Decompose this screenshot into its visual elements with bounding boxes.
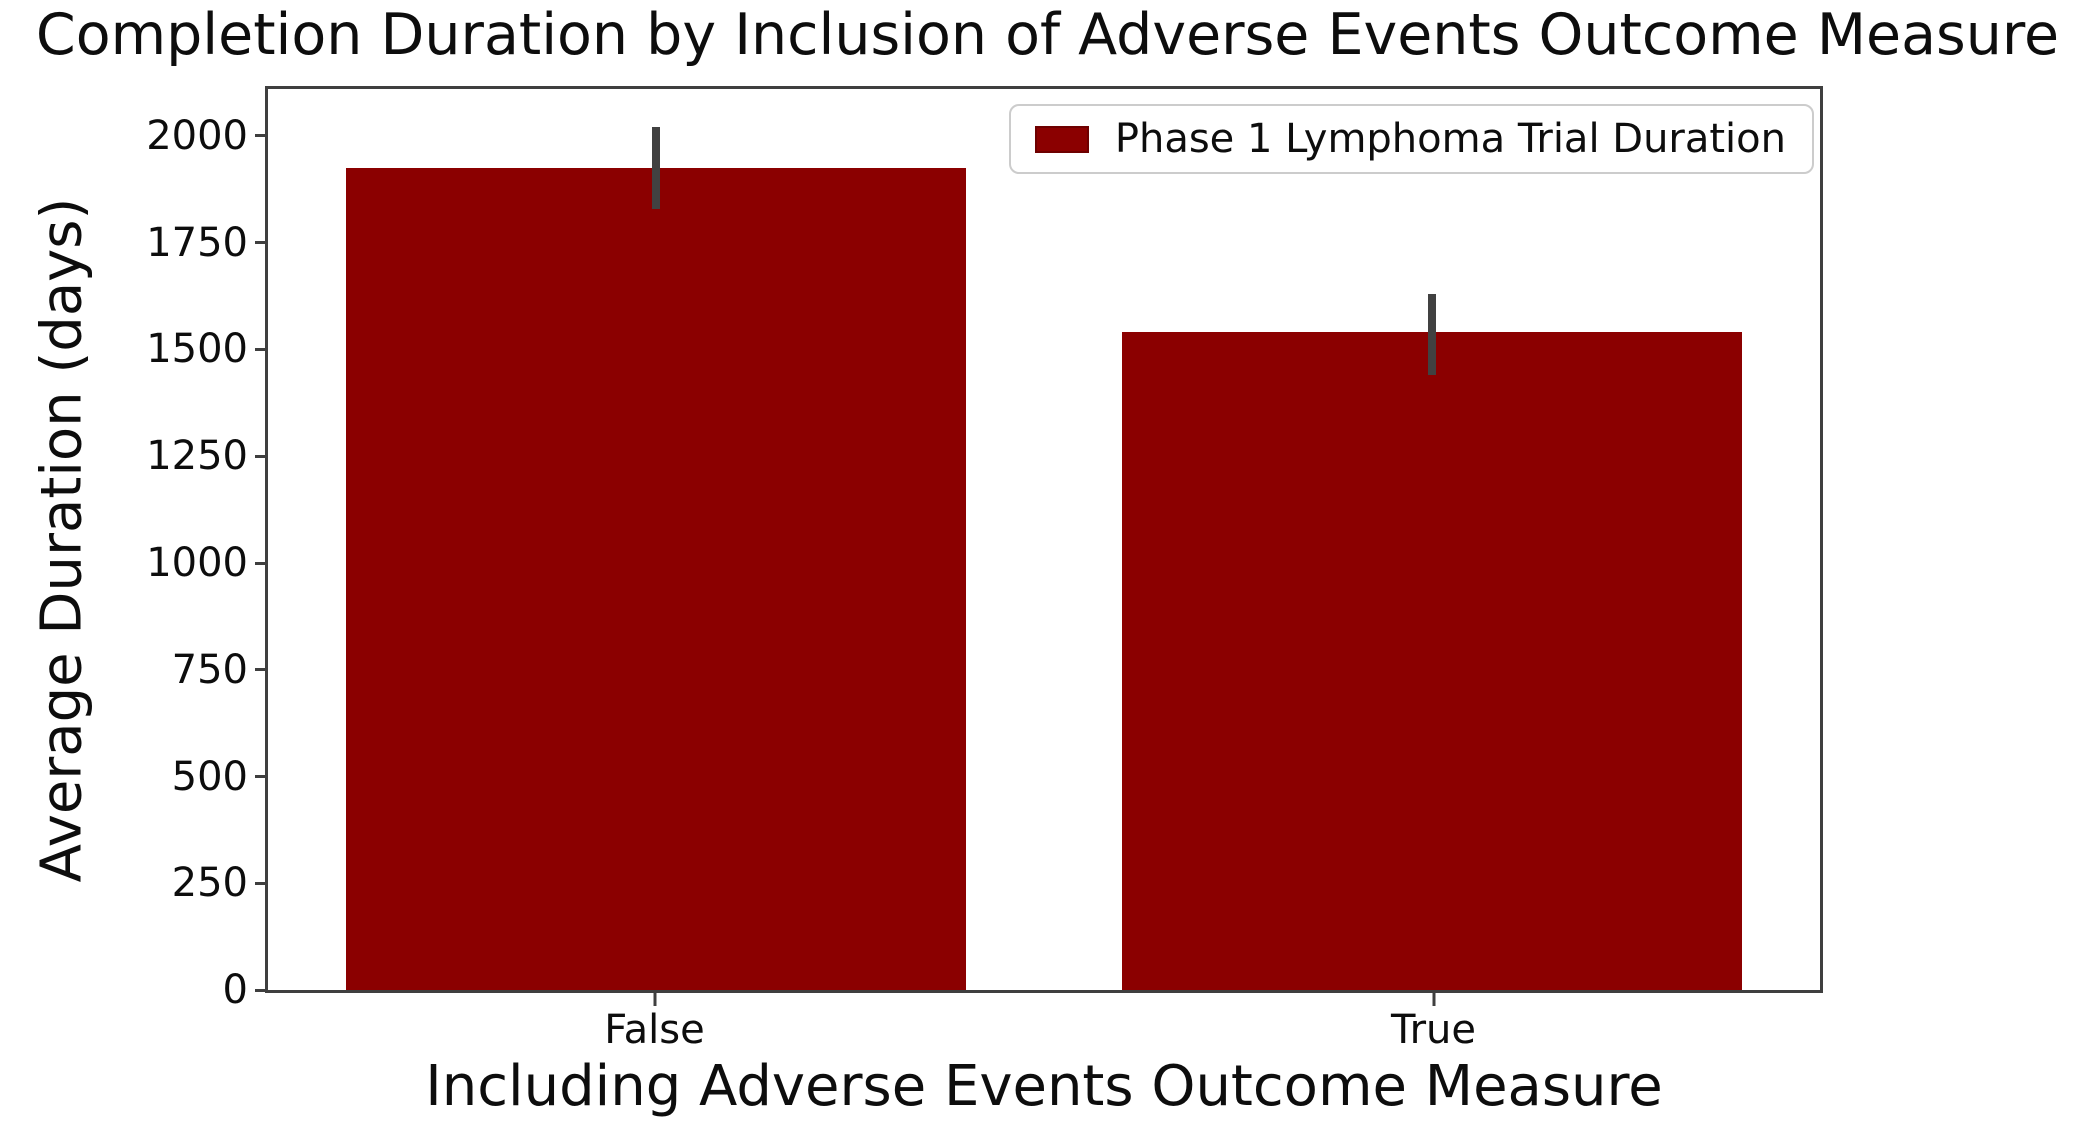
y-tick-mark — [255, 668, 268, 672]
y-axis-ticks: 0 250 500 750 1000 1250 1500 1750 2000 — [146, 89, 1820, 1010]
chart-title: Completion Duration by Inclusion of Adve… — [35, 2, 2060, 68]
legend: Phase 1 Lymphoma Trial Duration — [1008, 104, 1814, 174]
y-tick-label: 1500 — [146, 326, 248, 373]
y-tick-mark — [255, 881, 268, 885]
error-bar-false — [652, 127, 660, 209]
x-tick-mark — [1432, 993, 1435, 1006]
y-tick-mark — [255, 988, 268, 992]
y-tick-label: 0 — [222, 967, 248, 1013]
y-tick-label: 750 — [171, 646, 248, 693]
y-tick-mark — [255, 775, 268, 778]
x-tick-label: True — [1391, 1007, 1476, 1053]
y-axis-label: Average Duration (days) — [29, 197, 95, 883]
y-tick-mark — [255, 347, 268, 351]
x-tick-label: False — [604, 1007, 705, 1053]
bar-false — [345, 168, 967, 990]
y-tick-mark — [255, 241, 268, 245]
x-axis: False True — [265, 991, 1823, 1071]
legend-label: Phase 1 Lymphoma Trial Duration — [1114, 116, 1786, 162]
y-tick-label: 1250 — [146, 433, 248, 480]
bar-true — [1121, 332, 1743, 990]
y-tick-mark — [255, 134, 268, 138]
y-tick-label: 1000 — [146, 540, 248, 586]
y-tick-label: 500 — [171, 753, 248, 800]
x-tick-mark — [653, 993, 656, 1006]
error-bar-true — [1428, 293, 1436, 376]
y-tick-label: 1750 — [146, 219, 248, 266]
y-tick-mark — [255, 454, 268, 458]
y-tick-label: 250 — [171, 860, 248, 907]
legend-swatch — [1034, 125, 1089, 153]
bars-layer — [268, 89, 1820, 990]
x-axis-label: Including Adverse Events Outcome Measure — [425, 1054, 1663, 1119]
y-tick-label: 2000 — [146, 112, 248, 159]
plot-area: 0 250 500 750 1000 1250 1500 1750 2000 Phase 1 L… — [146, 86, 1823, 1010]
y-tick-mark — [255, 561, 268, 565]
